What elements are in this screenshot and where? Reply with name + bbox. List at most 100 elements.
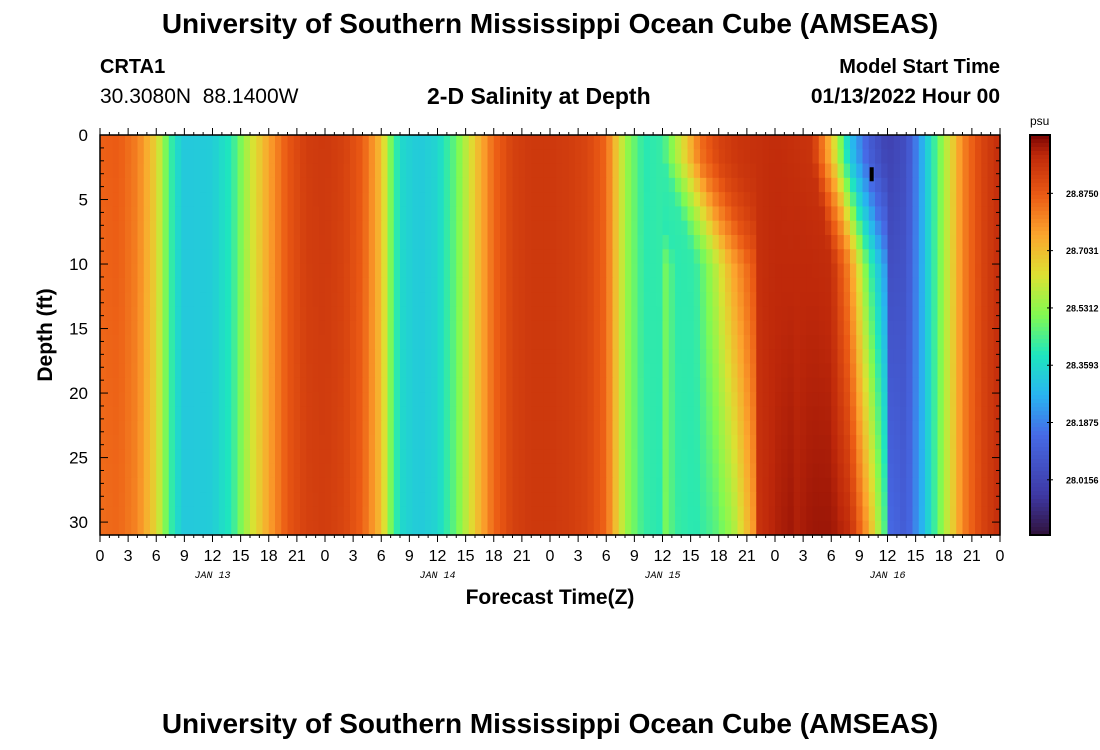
heatmap-cell (493, 477, 501, 493)
heatmap-cell (631, 306, 639, 322)
heatmap-cell (337, 306, 345, 322)
heatmap-cell (800, 449, 807, 465)
heatmap-cell (412, 263, 420, 279)
heatmap-cell (862, 249, 870, 265)
heatmap-cell (987, 420, 995, 436)
x-tick-label: 21 (738, 548, 756, 565)
heatmap-cell (412, 349, 420, 365)
heatmap-cell (750, 520, 757, 536)
heatmap-cell (562, 249, 570, 265)
heatmap-cell (393, 263, 401, 279)
heatmap-cell (481, 420, 489, 436)
heatmap-cell (168, 463, 176, 479)
heatmap-cell (393, 177, 401, 193)
heatmap-cell (318, 320, 326, 336)
heatmap-cell (925, 406, 932, 422)
heatmap-cell (156, 235, 164, 250)
heatmap-cell (237, 506, 245, 522)
heatmap-cell (193, 292, 201, 308)
heatmap-cell (231, 349, 239, 365)
heatmap-cell (325, 306, 332, 322)
heatmap-cell (456, 392, 464, 408)
heatmap-cell (362, 477, 370, 493)
heatmap-cell (212, 492, 220, 508)
heatmap-cell (568, 463, 576, 479)
heatmap-cell (300, 349, 307, 365)
colorbar-segment (1030, 531, 1050, 536)
heatmap-cell (750, 306, 757, 322)
heatmap-cell (662, 363, 670, 379)
heatmap-cell (587, 506, 595, 522)
heatmap-cell (212, 235, 220, 250)
heatmap-cell (150, 135, 157, 150)
heatmap-cell (737, 420, 745, 436)
heatmap-cell (500, 335, 507, 350)
heatmap-cell (175, 492, 182, 508)
heatmap-cell (343, 163, 351, 179)
heatmap-cell (637, 149, 645, 165)
heatmap-cell (431, 192, 439, 208)
heatmap-cell (381, 277, 389, 293)
heatmap-cell (762, 377, 770, 393)
heatmap-cell (512, 506, 520, 522)
heatmap-cell (956, 477, 964, 493)
heatmap-cell (231, 363, 239, 379)
heatmap-cell (325, 520, 332, 536)
heatmap-cell (293, 292, 301, 308)
heatmap-cell (562, 192, 570, 208)
heatmap-cell (200, 249, 207, 265)
heatmap-cell (718, 349, 726, 365)
heatmap-cell (743, 277, 751, 293)
heatmap-cell (643, 392, 651, 408)
heatmap-cell (768, 220, 776, 236)
heatmap-cell (525, 349, 532, 365)
heatmap-cell (875, 477, 882, 493)
heatmap-cell (900, 435, 907, 450)
heatmap-cell (331, 449, 339, 465)
heatmap-cell (231, 449, 239, 465)
heatmap-cell (356, 477, 364, 493)
heatmap-cell (612, 335, 620, 350)
heatmap-cell (425, 149, 432, 165)
heatmap-cell (643, 435, 651, 450)
heatmap-cell (837, 335, 845, 350)
heatmap-cell (181, 477, 189, 493)
heatmap-cell (275, 135, 282, 150)
heatmap-cell (943, 335, 951, 350)
heatmap-cell (668, 463, 676, 479)
heatmap-cell (881, 220, 889, 236)
heatmap-cell (275, 249, 282, 265)
heatmap-cell (425, 249, 432, 265)
heatmap-cell (975, 406, 982, 422)
heatmap-cell (556, 420, 564, 436)
heatmap-cell (350, 420, 357, 436)
heatmap-cell (725, 477, 732, 493)
heatmap-cell (281, 420, 289, 436)
heatmap-cell (650, 477, 657, 493)
heatmap-cell (718, 449, 726, 465)
heatmap-cell (225, 492, 232, 508)
heatmap-cell (556, 463, 564, 479)
heatmap-cell (106, 206, 114, 222)
heatmap-cell (562, 463, 570, 479)
heatmap-cell (962, 320, 970, 336)
heatmap-cell (518, 163, 526, 179)
heatmap-cell (550, 163, 557, 179)
heatmap-cell (237, 435, 245, 450)
heatmap-cell (462, 377, 470, 393)
heatmap-cell (312, 349, 320, 365)
heatmap-cell (537, 363, 545, 379)
heatmap-cell (443, 163, 451, 179)
heatmap-cell (818, 477, 826, 493)
heatmap-cell (218, 492, 226, 508)
heatmap-cell (737, 377, 745, 393)
heatmap-cell (681, 177, 689, 193)
heatmap-cell (918, 463, 926, 479)
heatmap-cell (462, 463, 470, 479)
heatmap-cell (193, 449, 201, 465)
heatmap-cell (718, 206, 726, 222)
heatmap-cell (750, 435, 757, 450)
heatmap-cell (450, 277, 457, 293)
heatmap-cell (718, 520, 726, 536)
heatmap-cell (825, 177, 832, 193)
